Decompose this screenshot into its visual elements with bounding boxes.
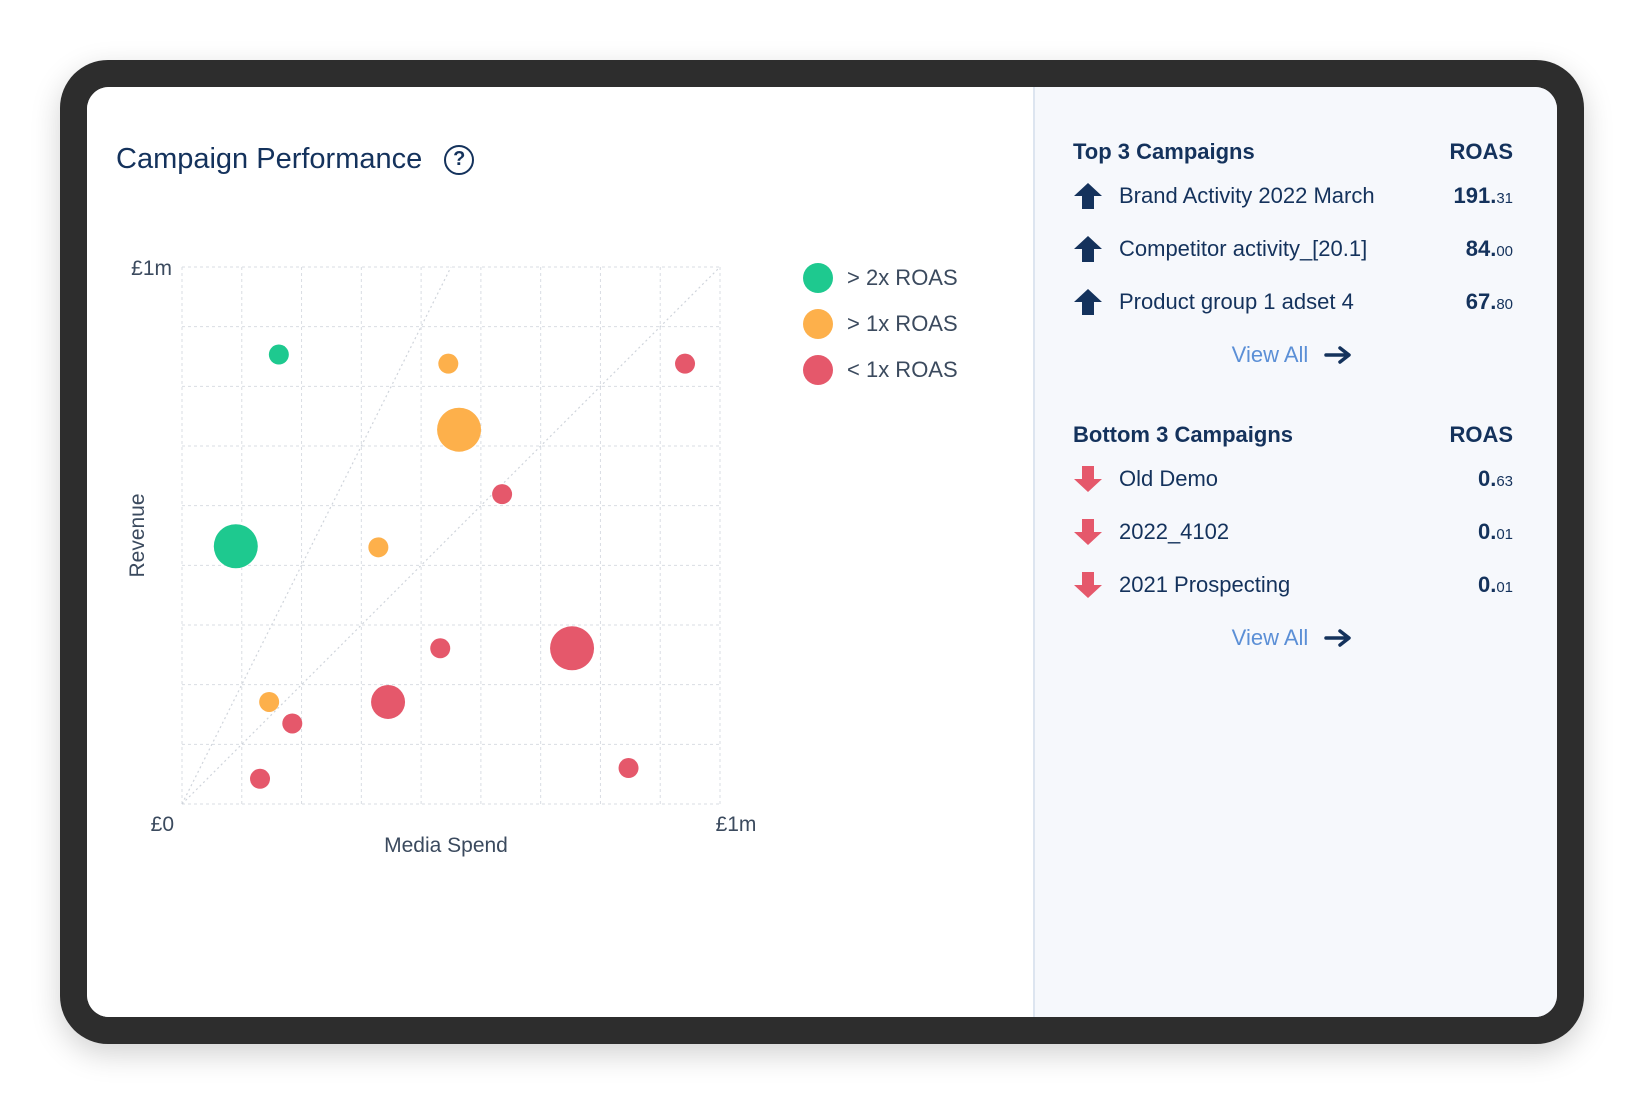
campaign-row[interactable]: Competitor activity_[20.1] 84.00 <box>1073 222 1513 275</box>
arrow-down-icon <box>1074 571 1102 598</box>
campaign-row[interactable]: Product group 1 adset 4 67.80 <box>1073 275 1513 328</box>
y-axis-label: Revenue <box>126 493 149 577</box>
section-header: Top 3 Campaigns ROAS <box>1073 135 1513 169</box>
legend-dot-green <box>803 263 833 293</box>
data-point <box>282 713 303 734</box>
roas-dec: 63 <box>1496 472 1513 490</box>
view-all-bottom-link[interactable]: View All <box>1073 615 1513 661</box>
legend-item-1x: > 1x ROAS <box>803 301 958 347</box>
roas-int: 0. <box>1477 465 1497 491</box>
roas-value: 0.63 <box>1478 466 1513 492</box>
arrow-up-icon <box>1074 288 1102 315</box>
view-all-label: View All <box>1231 625 1309 650</box>
panel-header: Campaign Performance ? <box>116 143 475 176</box>
section-title: Top 3 Campaigns <box>1073 139 1255 164</box>
arrow-up-icon <box>1074 235 1102 262</box>
legend-label: > 2x ROAS <box>847 265 958 290</box>
view-all-label: View All <box>1231 342 1309 367</box>
x-tick-label: £1m <box>716 813 757 836</box>
data-point <box>368 537 389 558</box>
arrow-up-icon <box>1074 182 1102 209</box>
arrow-right-icon <box>1324 346 1352 364</box>
roas-int: 0. <box>1477 571 1497 597</box>
data-point <box>250 768 271 789</box>
arrow-right-icon <box>1324 629 1352 647</box>
roas-int: 84. <box>1465 235 1497 261</box>
data-point <box>492 484 513 505</box>
column-header-roas: ROAS <box>1449 422 1513 447</box>
legend-dot-red <box>803 355 833 385</box>
roas-dec: 31 <box>1496 189 1513 207</box>
campaign-name: Old Demo <box>1119 465 1219 491</box>
roas-int: 0. <box>1477 518 1497 544</box>
roas-int: 191. <box>1453 182 1497 208</box>
top-campaigns-section: Top 3 Campaigns ROAS Brand Activity 2022… <box>1073 135 1513 378</box>
campaign-row[interactable]: Brand Activity 2022 March 191.31 <box>1073 169 1513 222</box>
y-tick-label: £1m <box>131 257 172 280</box>
chart-legend: > 2x ROAS > 1x ROAS < 1x ROAS <box>803 255 958 393</box>
bottom-campaigns-section: Bottom 3 Campaigns ROAS Old Demo 0.63 20… <box>1073 418 1513 661</box>
legend-item-2x: > 2x ROAS <box>803 255 958 301</box>
data-point <box>268 344 289 365</box>
page-title: Campaign Performance <box>116 143 423 175</box>
roas-value: 0.01 <box>1478 519 1513 545</box>
data-point <box>618 758 639 779</box>
roas-dec: 01 <box>1496 525 1513 543</box>
data-point <box>259 691 280 712</box>
section-header: Bottom 3 Campaigns ROAS <box>1073 418 1513 452</box>
legend-label: < 1x ROAS <box>847 357 958 382</box>
campaign-row[interactable]: 2021 Prospecting 0.01 <box>1073 558 1513 611</box>
reference-line <box>181 266 721 805</box>
campaign-performance-panel: Campaign Performance ? £1m £0 £1m Media Spe… <box>87 87 1033 1017</box>
view-all-top-link[interactable]: View All <box>1073 332 1513 378</box>
x-axis-label: Media Spend <box>384 834 508 857</box>
campaign-row[interactable]: Old Demo 0.63 <box>1073 452 1513 505</box>
section-title: Bottom 3 Campaigns <box>1073 422 1294 447</box>
data-point <box>438 353 459 374</box>
arrow-down-icon <box>1074 518 1102 545</box>
data-point <box>213 524 258 569</box>
data-point <box>430 638 451 659</box>
question-circle-icon[interactable]: ? <box>444 144 475 175</box>
column-header-roas: ROAS <box>1449 139 1513 164</box>
data-point <box>675 353 696 374</box>
roas-dec: 80 <box>1496 295 1513 313</box>
campaign-name: Brand Activity 2022 March <box>1119 182 1375 208</box>
campaign-name: 2021 Prospecting <box>1119 571 1291 597</box>
roas-int: 67. <box>1465 288 1497 314</box>
data-point <box>371 684 406 719</box>
data-point <box>437 407 482 452</box>
scatter-chart: £1m £0 £1m Media Spend Revenue <box>126 257 757 857</box>
legend-dot-orange <box>803 309 833 339</box>
campaign-name: Product group 1 adset 4 <box>1119 288 1354 314</box>
dashboard-screen: Campaign Performance ? £1m £0 £1m Media Spe… <box>87 87 1557 1017</box>
data-point <box>550 626 595 671</box>
roas-dec: 00 <box>1496 242 1513 260</box>
device-frame: Campaign Performance ? £1m £0 £1m Media Spe… <box>60 60 1584 1044</box>
campaign-row[interactable]: 2022_4102 0.01 <box>1073 505 1513 558</box>
roas-value: 191.31 <box>1453 183 1513 209</box>
arrow-down-icon <box>1074 465 1102 492</box>
campaign-name: Competitor activity_[20.1] <box>1119 235 1368 261</box>
roas-value: 0.01 <box>1478 572 1513 598</box>
x-tick-label: £0 <box>151 813 174 836</box>
roas-value: 67.80 <box>1466 289 1513 315</box>
campaign-name: 2022_4102 <box>1119 518 1230 544</box>
legend-item-under-1x: < 1x ROAS <box>803 347 958 393</box>
roas-value: 84.00 <box>1466 236 1513 262</box>
reference-line <box>181 266 452 805</box>
roas-dec: 01 <box>1496 578 1513 596</box>
legend-label: > 1x ROAS <box>847 311 958 336</box>
campaign-rankings-panel: Top 3 Campaigns ROAS Brand Activity 2022… <box>1033 87 1557 1017</box>
